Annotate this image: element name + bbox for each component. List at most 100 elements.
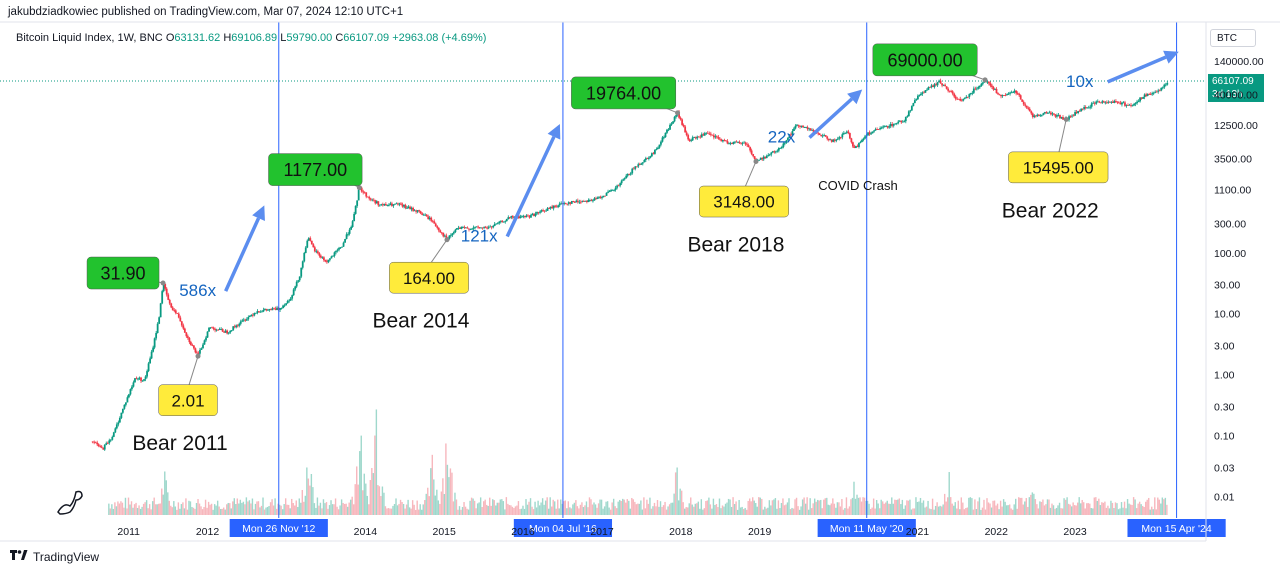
candle-body [848,133,851,139]
candle-body [140,377,142,381]
candle-body [505,218,508,222]
candle-body [655,149,658,150]
volume-bar [609,509,612,515]
volume-bar [673,493,675,515]
candle-body [280,308,283,309]
bottom-label: 15495.00 [1023,158,1094,177]
volume-bar [135,502,137,515]
candle-body [188,337,191,343]
volume-bar [150,509,152,515]
candle-body [109,439,112,441]
volume-bar [564,500,567,515]
volume-bar [126,508,128,515]
volume-bar [869,508,872,515]
candle-body [608,191,611,193]
volume-bar [265,507,267,515]
candle-body [957,98,960,100]
volume-bar [343,503,346,515]
volume-bar [700,499,703,515]
growth-arrow-head [847,89,863,105]
symbol-description[interactable]: Bitcoin Liquid Index, 1W, BNC [16,32,163,44]
volume-bar [1019,497,1021,515]
volume-bar [691,504,693,515]
candle-body [1037,114,1040,116]
candle-body [966,96,969,98]
volume-bar [405,504,408,515]
volume-bar [957,500,959,515]
volume-bar [572,504,574,515]
volume-bar [963,509,966,515]
volume-bar [670,502,672,515]
candle-body [517,215,520,219]
candle-body [1012,92,1015,94]
volume-bar [795,497,798,515]
candle-body [452,232,455,234]
candle-body [251,314,254,316]
candle-body [927,87,930,90]
candle-body [989,83,992,86]
volume-bar [585,501,588,515]
volume-bar [238,503,240,515]
volume-bar [1039,501,1041,515]
volume-bar [968,497,970,515]
volume-bar [366,495,369,515]
volume-bar [718,498,721,515]
candle-body [1115,101,1117,102]
volume-bar [242,501,245,515]
candle-body [202,344,204,349]
volume-bar [641,509,644,515]
candle-body [773,151,776,153]
volume-bar [417,509,420,515]
volume-bar [679,488,681,515]
candle-body [121,408,124,413]
candle-body [563,203,566,204]
volume-bar [547,508,550,515]
x-tick-label: 2019 [748,526,772,538]
candle-body [720,139,723,142]
volume-bar [1099,505,1102,515]
volume-bar [771,500,774,515]
volume-bar [643,497,645,515]
volume-bar [635,504,638,515]
candle-body [693,137,696,139]
volume-bar [807,509,810,515]
candle-body [510,216,513,218]
volume-bar [461,507,464,515]
volume-bar [529,498,532,515]
candle-body [1080,108,1083,112]
candle-body [132,382,135,387]
candle-body [410,207,413,210]
volume-bar [451,472,453,515]
footer-brand[interactable]: TradingView [33,549,100,564]
candle-body [551,206,554,209]
candle-body [991,85,993,88]
currency-button[interactable]: BTC [1210,29,1256,47]
volume-bar [212,509,214,515]
volume-bar [422,504,424,515]
volume-bar [1092,508,1094,515]
candle-body [599,196,602,199]
candle-body [377,201,380,206]
volume-bar [354,484,356,515]
candle-body [1122,102,1125,104]
volume-bar [1073,505,1076,515]
volume-bar [1048,499,1050,515]
candle-body [445,235,448,239]
volume-bar [647,503,650,515]
volume-bar [844,508,846,515]
candle-body [102,447,105,450]
candle-body [592,200,594,202]
candle-body [663,137,665,138]
volume-bar [430,468,432,515]
candle-body [100,446,103,448]
volume-bar [1063,498,1065,515]
volume-bar [378,486,381,515]
volume-bar [339,505,341,515]
candle-body [478,227,481,228]
volume-bar [319,502,322,515]
volume-bar [611,502,613,515]
candle-body [153,338,156,348]
volume-bar [115,506,118,515]
volume-bar [650,508,653,515]
